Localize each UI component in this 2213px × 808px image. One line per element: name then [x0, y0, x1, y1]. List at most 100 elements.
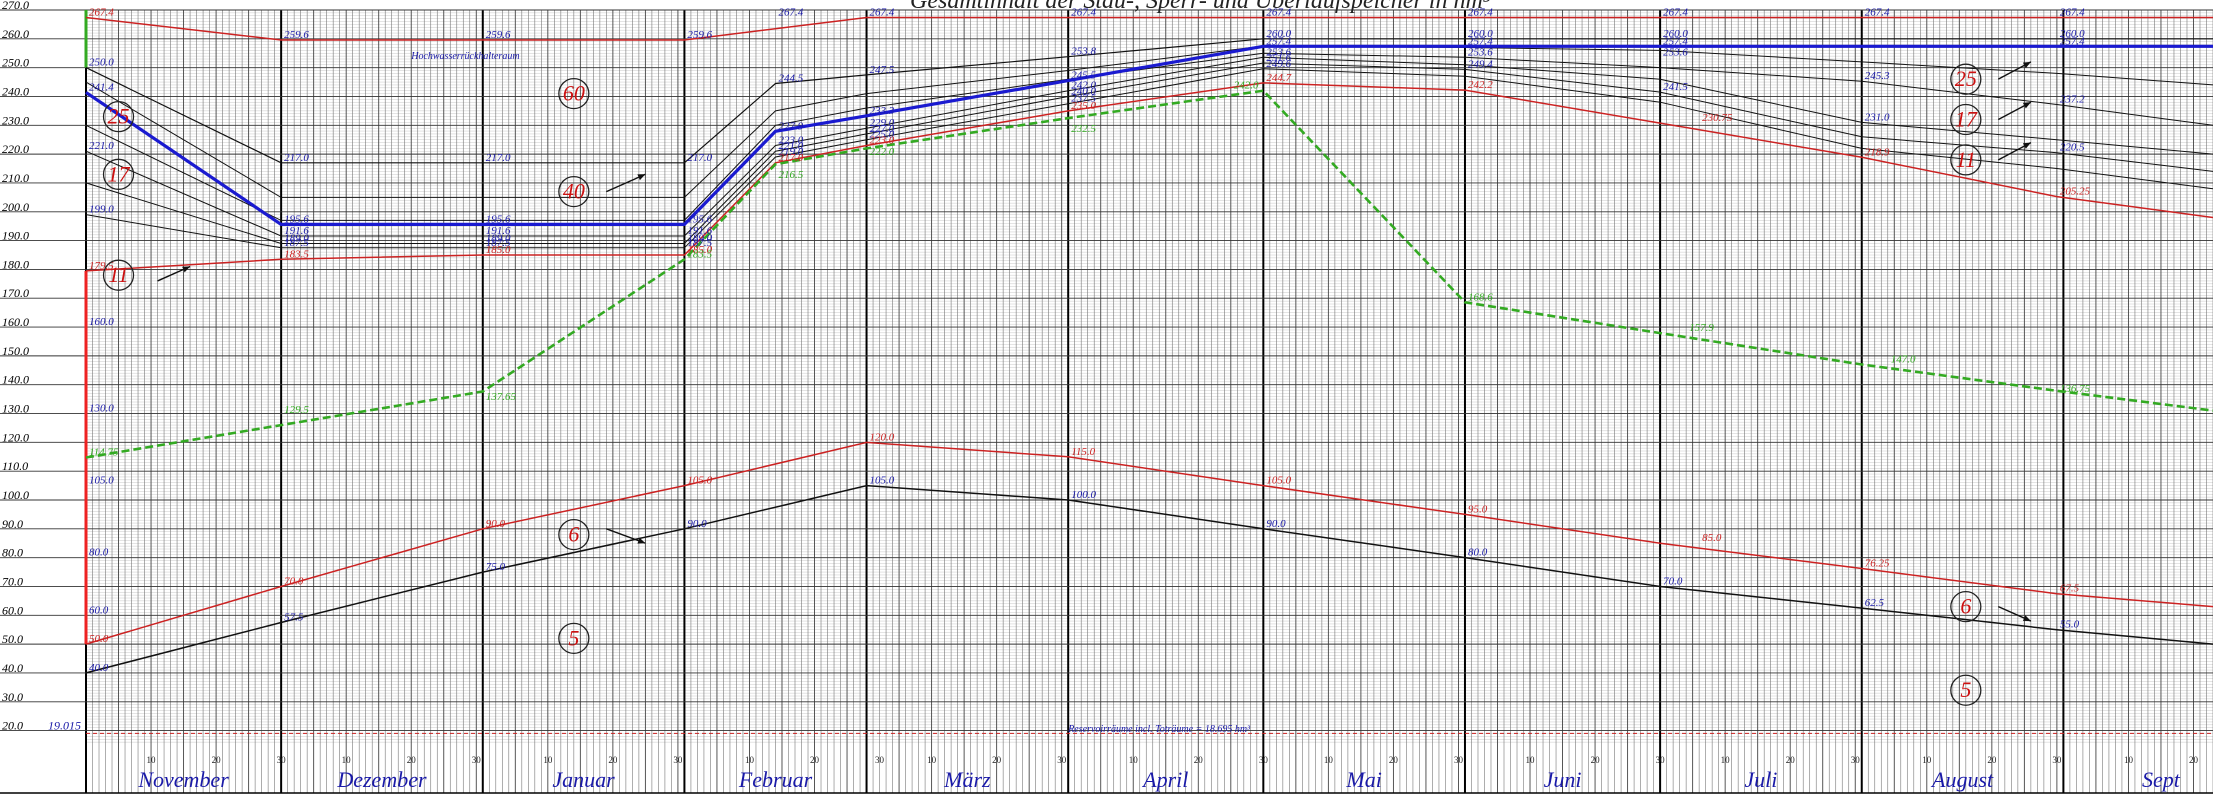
circle-marker	[1950, 590, 1982, 623]
day-tick-label: 10	[1721, 755, 1731, 765]
day-tick-label: 10	[543, 755, 553, 765]
series-line	[85, 56, 2213, 237]
day-tick-label: 30	[1057, 755, 1067, 765]
series-group	[85, 16, 2213, 734]
data-label: 267.4	[1266, 6, 1291, 18]
grid	[0, 9, 2213, 793]
data-label: 62.5	[1865, 597, 1885, 609]
data-label: 217.0	[687, 152, 712, 164]
data-label: 160.0	[89, 316, 114, 328]
y-tick-label: 50.0	[2, 632, 23, 646]
circle-marker-label: 25	[1955, 66, 1977, 91]
y-tick-label: 60.0	[2, 603, 23, 617]
arrow-head	[2022, 142, 2031, 149]
day-tick-label: 10	[745, 755, 755, 765]
day-tick-label: 20	[2189, 755, 2199, 765]
series-line	[85, 89, 2213, 459]
y-tick-label: 120.0	[2, 430, 29, 444]
y-tick-label: 100.0	[2, 488, 29, 502]
annotation-text: Reservoirräume incl. Toträume = 18.695 h…	[1067, 724, 1251, 735]
data-label: 250.0	[89, 57, 114, 69]
data-label: 240.0	[1071, 85, 1096, 97]
data-label: 50.0	[89, 633, 109, 645]
series-line	[85, 82, 2213, 272]
data-label: 237.2	[2060, 94, 2085, 106]
series-line	[85, 441, 2213, 645]
day-tick-label: 30	[277, 755, 287, 765]
data-label: 253.6	[1663, 46, 1688, 58]
day-tick-label: 30	[673, 755, 683, 765]
data-label: 67.5	[2060, 583, 2080, 595]
annotations: Hochwasserrückhalteraum Reservoirräume in…	[102, 51, 2032, 735]
day-tick-label: 20	[212, 755, 222, 765]
data-label: 227.9	[778, 120, 803, 132]
data-label: 205.25	[2060, 186, 2091, 198]
data-label: 75.0	[486, 561, 506, 573]
data-label: 95.0	[1468, 503, 1488, 515]
data-label: 80.0	[1468, 547, 1488, 559]
circle-marker	[558, 77, 590, 110]
data-label: 225.0	[870, 129, 895, 141]
data-label: 222.0	[870, 146, 895, 158]
data-label: 187.5	[486, 237, 511, 249]
data-label: 191.6	[687, 225, 712, 237]
month-label: Juli	[1744, 767, 1777, 792]
y-tick-label: 130.0	[2, 402, 29, 416]
data-label: 257.4	[1663, 35, 1688, 47]
data-label: 57.5	[284, 612, 304, 624]
data-label: 90.0	[687, 518, 707, 530]
y-tick-label: 30.0	[1, 690, 23, 704]
data-label: 253.8	[1071, 46, 1096, 58]
data-label: 257.4	[1266, 35, 1291, 47]
circle-marker	[558, 518, 590, 551]
chart-title: Gesamtinhalt der Stau-, Sperr- und Überl…	[910, 0, 1491, 14]
month-label: November	[137, 767, 229, 792]
data-label: 220.5	[2060, 142, 2085, 154]
data-label: 137.65	[486, 391, 517, 403]
data-label: 76.25	[1865, 557, 1890, 569]
data-label: 70.0	[1663, 575, 1683, 587]
y-tick-label: 90.0	[2, 517, 23, 531]
day-tick-label: 20	[810, 755, 820, 765]
circle-marker	[1950, 103, 1982, 136]
month-label: Dezember	[336, 767, 427, 792]
month-label: Juni	[1544, 767, 1582, 792]
data-label: 244.5	[778, 73, 803, 85]
circle-marker	[102, 158, 135, 190]
data-label: 179.5	[89, 260, 114, 272]
data-label: 241.5	[1663, 81, 1688, 93]
data-label: 217.0	[778, 152, 803, 164]
data-label: 242.2	[1468, 79, 1493, 91]
day-tick-label: 30	[1851, 755, 1861, 765]
data-label: 260.0	[1468, 28, 1493, 40]
data-label: 185.0	[687, 244, 712, 256]
series-line	[85, 484, 2213, 674]
circle-marker-label: 11	[1956, 147, 1976, 172]
data-label: 227.0	[870, 123, 895, 135]
data-label: 245.5	[1071, 70, 1096, 82]
data-label: 129.5	[284, 404, 309, 416]
y-tick-label: 260.0	[2, 27, 29, 41]
data-label: 221.0	[89, 140, 114, 152]
data-label: 260.0	[1663, 28, 1688, 40]
data-label: 257.4	[2060, 35, 2085, 47]
data-label: 105.0	[1266, 475, 1291, 487]
data-label: 229.0	[870, 117, 895, 129]
data-label: 183.5	[687, 248, 712, 260]
month-label: April	[1141, 767, 1188, 792]
data-label: 70.0	[284, 575, 304, 587]
y-tick-label: 160.0	[2, 315, 29, 329]
circle-marker	[102, 100, 135, 133]
data-label: 55.0	[2060, 619, 2080, 631]
y-tick-label: 80.0	[2, 546, 23, 560]
day-tick-label: 20	[608, 755, 618, 765]
y-tick-label: 180.0	[2, 257, 29, 271]
annotation-text: Hochwasserrückhalteraum	[410, 51, 519, 62]
circle-marker	[1950, 63, 1982, 95]
data-label: 231.0	[1865, 111, 1890, 123]
series-line	[85, 62, 2213, 244]
day-tick-label: 30	[1259, 755, 1269, 765]
day-tick-label: 10	[1129, 755, 1139, 765]
day-tick-label: 30	[1454, 755, 1464, 765]
